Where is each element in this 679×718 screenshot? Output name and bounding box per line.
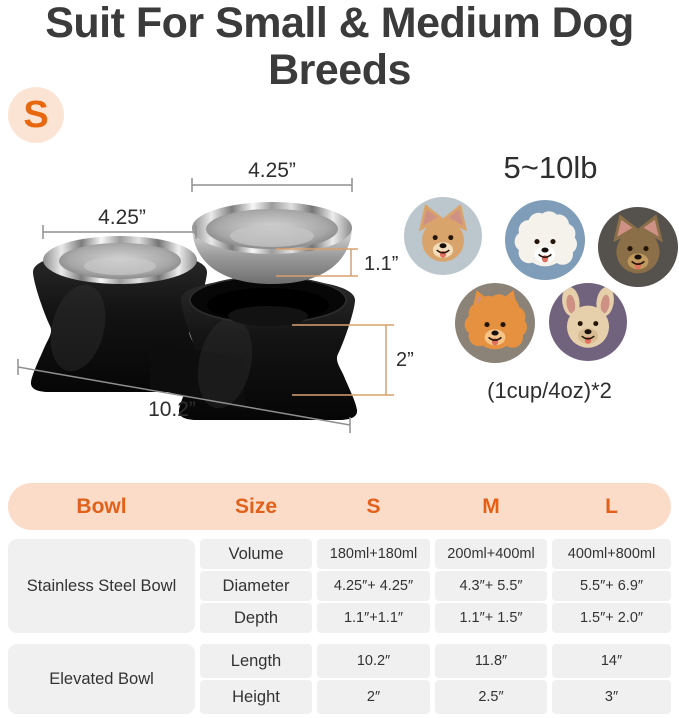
value-cell: 180ml+180ml bbox=[317, 539, 430, 569]
table-group-1: Stainless Steel Bowl Volume 180ml+180ml 200… bbox=[8, 539, 671, 633]
dog-photo-french-bulldog bbox=[549, 283, 627, 361]
table-body: Stainless Steel Bowl Volume 180ml+180ml 200… bbox=[8, 539, 671, 714]
size-badge: S bbox=[8, 87, 64, 143]
value-cell: 1.5″+ 2.0″ bbox=[552, 603, 671, 633]
group-label: Elevated Bowl bbox=[8, 644, 195, 714]
capacity-note: (1cup/4oz)*2 bbox=[487, 378, 612, 403]
dimension-bowl-depth bbox=[276, 248, 358, 277]
value-cell: 11.8″ bbox=[435, 644, 547, 678]
table-header-bowl: Bowl bbox=[76, 494, 127, 518]
group-label: Stainless Steel Bowl bbox=[8, 539, 195, 633]
value-cell: 4.3″+ 5.5″ bbox=[435, 571, 547, 601]
dimension-raised-bowl-diameter bbox=[191, 178, 353, 192]
spec-table: Bowl Size S M L Stainless Steel Bowl Volu… bbox=[8, 483, 671, 718]
bowl-dimension-figure: 4.25” 4.25” 1.1” 2” 10.2” bbox=[17, 159, 414, 433]
left-bowl-diameter-label: 4.25” bbox=[98, 206, 146, 229]
value-cell: 10.2″ bbox=[317, 644, 430, 678]
raised-steel-bowl bbox=[192, 202, 352, 284]
raised-bowl-diameter-label: 4.25” bbox=[248, 159, 296, 182]
table-header-size: Size bbox=[234, 494, 278, 518]
table-header-s: S bbox=[366, 494, 381, 518]
dimension-left-bowl-diameter bbox=[42, 225, 197, 239]
property-label: Height bbox=[200, 680, 312, 714]
double-bowl-stand bbox=[30, 251, 358, 420]
left-steel-bowl bbox=[43, 236, 197, 284]
value-cell: 1.1″+ 1.5″ bbox=[435, 603, 547, 633]
dimension-stand-length bbox=[17, 359, 351, 433]
value-cell: 5.5″+ 6.9″ bbox=[552, 571, 671, 601]
value-cell: 2″ bbox=[317, 680, 430, 714]
value-cell: 14″ bbox=[552, 644, 671, 678]
stand-cavity bbox=[189, 276, 347, 326]
dog-photo-yorkshire-terrier bbox=[598, 207, 678, 287]
dog-photo-bichon-frise bbox=[505, 200, 585, 280]
table-header-l: L bbox=[605, 494, 618, 518]
property-label: Depth bbox=[200, 603, 312, 633]
size-badge-letter: S bbox=[23, 93, 49, 136]
table-group-2: Elevated Bowl Length 10.2″ 11.8″ 14″ Height 2″… bbox=[8, 644, 671, 714]
property-label: Diameter bbox=[200, 571, 312, 601]
property-label: Length bbox=[200, 644, 312, 678]
value-cell: 4.25″+ 4.25″ bbox=[317, 571, 430, 601]
page-title: Suit For Small & Medium Dog Breeds bbox=[45, 0, 634, 94]
property-label: Volume bbox=[200, 539, 312, 569]
table-header-row: Bowl Size S M L bbox=[8, 483, 671, 530]
dog-photo-pomeranian bbox=[455, 283, 535, 363]
dimension-stand-height bbox=[292, 324, 394, 396]
weight-range-label: 5~10lb bbox=[503, 150, 598, 185]
value-cell: 200ml+400ml bbox=[435, 539, 547, 569]
value-cell: 400ml+800ml bbox=[552, 539, 671, 569]
value-cell: 1.1″+1.1″ bbox=[317, 603, 430, 633]
stand-height-label: 2” bbox=[396, 349, 414, 371]
dog-photo-chihuahua bbox=[404, 197, 482, 275]
value-cell: 3″ bbox=[552, 680, 671, 714]
table-header-m: M bbox=[482, 494, 500, 518]
bowl-depth-label: 1.1” bbox=[364, 253, 398, 275]
stand-length-label: 10.2” bbox=[148, 398, 196, 421]
value-cell: 2.5″ bbox=[435, 680, 547, 714]
